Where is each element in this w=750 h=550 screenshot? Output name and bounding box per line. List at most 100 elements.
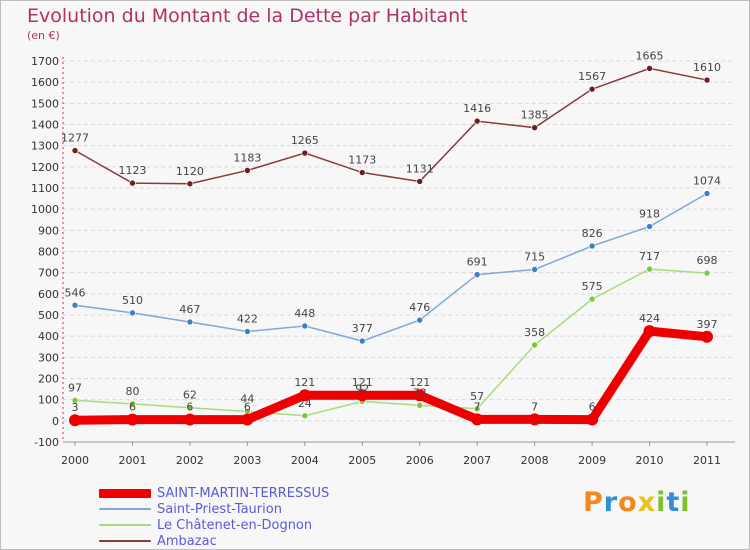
legend-label: SAINT-MARTIN-TERRESSUS	[157, 485, 330, 501]
data-label: 121	[294, 376, 315, 389]
logo-letter: P	[583, 487, 604, 518]
logo-letter: r	[603, 487, 619, 518]
data-label: 467	[179, 303, 200, 316]
data-point	[413, 389, 426, 402]
data-label: 1173	[348, 154, 376, 167]
y-tick-label: 0	[52, 415, 59, 428]
data-label: 424	[639, 312, 660, 325]
data-point	[301, 412, 309, 420]
data-point	[183, 413, 196, 426]
data-point	[531, 124, 538, 131]
data-label: 918	[639, 208, 660, 221]
data-point	[588, 85, 596, 93]
legend-label: Le Châtenet-en-Dognon	[157, 517, 313, 533]
data-point	[241, 413, 254, 426]
data-point	[531, 341, 538, 349]
data-point	[129, 400, 136, 408]
data-label: 358	[524, 326, 545, 339]
data-label: 7	[474, 400, 481, 413]
data-label: 448	[294, 307, 315, 320]
legend-swatch	[99, 524, 151, 526]
x-tick-label: 2011	[693, 454, 721, 467]
y-tick-label: 1100	[31, 182, 59, 195]
data-label: 1416	[463, 102, 491, 115]
data-label: 73	[413, 386, 427, 399]
data-point	[186, 318, 194, 326]
x-tick-label: 2007	[463, 454, 491, 467]
data-label: 6	[244, 401, 251, 414]
legend-label: Ambazac	[157, 533, 217, 549]
y-tick-label: 500	[38, 309, 59, 322]
data-label: 92	[355, 382, 369, 395]
x-tick-label: 2006	[406, 454, 434, 467]
legend-item: Saint-Priest-Taurion	[99, 501, 329, 517]
data-point	[588, 295, 596, 303]
data-point	[416, 402, 424, 409]
data-point	[703, 269, 711, 277]
data-label: 397	[697, 318, 718, 331]
chart-subtitle: (en €)	[27, 29, 60, 42]
x-tick-label: 2004	[291, 454, 319, 467]
data-point	[71, 147, 79, 154]
data-label: 1123	[118, 164, 146, 177]
data-label: 422	[237, 313, 258, 326]
data-point	[471, 413, 484, 426]
data-label: 6	[589, 401, 596, 414]
data-label: 7	[531, 400, 538, 413]
data-label: 1131	[406, 162, 434, 175]
y-tick-label: 700	[38, 267, 59, 280]
data-label: 510	[122, 294, 143, 307]
data-point	[701, 330, 713, 343]
legend-item: Ambazac	[99, 533, 329, 549]
data-label: 1120	[176, 165, 204, 178]
data-point	[356, 389, 369, 402]
x-tick-label: 2008	[521, 454, 549, 467]
data-label: 1610	[693, 61, 721, 74]
proxiti-logo: Proxiti	[583, 487, 691, 518]
x-tick-label: 2005	[348, 454, 376, 467]
data-point	[129, 179, 136, 187]
data-point	[129, 309, 136, 317]
data-point	[643, 325, 656, 338]
data-label: 121	[409, 376, 430, 389]
y-tick-label: 1500	[31, 97, 59, 110]
data-label: 377	[352, 322, 373, 335]
x-tick-label: 2000	[61, 454, 89, 467]
chart-title: Evolution du Montant de la Dette par Hab…	[27, 5, 468, 27]
data-point	[358, 337, 366, 345]
y-tick-label: 1300	[31, 140, 59, 153]
data-label: 6	[186, 401, 193, 414]
logo-letter: o	[618, 487, 638, 518]
data-label: 44	[240, 393, 254, 406]
x-tick-label: 2001	[118, 454, 146, 467]
series-line	[74, 192, 708, 342]
data-point	[646, 223, 653, 230]
data-point	[646, 65, 653, 72]
data-label: 97	[68, 381, 82, 394]
data-point	[358, 169, 366, 176]
data-point	[703, 76, 711, 84]
y-tick-label: 900	[38, 224, 59, 237]
data-point	[298, 389, 311, 402]
data-point	[528, 413, 541, 426]
data-point	[244, 328, 251, 335]
data-point	[71, 397, 79, 404]
data-label: 476	[409, 301, 430, 314]
y-tick-label: 1400	[31, 119, 59, 132]
legend-swatch	[99, 508, 151, 510]
y-tick-label: 200	[38, 373, 59, 386]
data-point	[586, 413, 599, 426]
data-label: 1265	[291, 134, 319, 147]
y-tick-label: 1200	[31, 161, 59, 174]
logo-letter: x	[637, 487, 657, 518]
data-label: 1183	[233, 151, 261, 164]
x-tick-label: 2003	[233, 454, 261, 467]
data-point	[531, 266, 538, 273]
data-point	[301, 322, 309, 330]
data-label: 546	[65, 286, 86, 299]
data-label: 3	[72, 401, 79, 414]
data-label: 1385	[521, 109, 549, 122]
y-tick-label: 1000	[31, 203, 59, 216]
